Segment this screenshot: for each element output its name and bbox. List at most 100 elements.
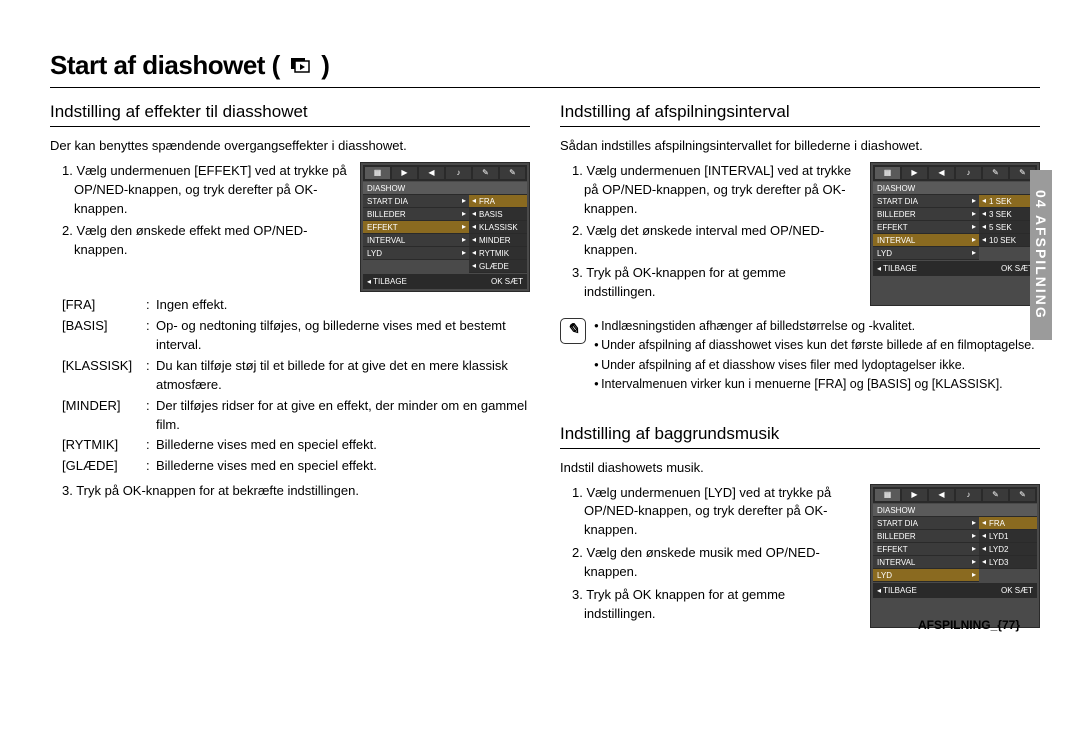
menu-subitem: LYD1 — [979, 530, 1037, 543]
menu-item: EFFEKT — [873, 543, 979, 556]
menu-subitem: GLÆDE — [469, 260, 527, 273]
page-footer: AFSPILNING_{77} — [918, 618, 1020, 632]
colon: : — [146, 357, 156, 395]
definition-row: [FRA]:Ingen effekt. — [62, 296, 530, 315]
menu-foot-back: ◂ TILBAGE — [877, 585, 917, 597]
menu-subitem: FRA — [469, 195, 527, 208]
step: 2. Vælg den ønskede effekt med OP/NED-kn… — [62, 222, 350, 260]
menu-item: EFFEKT — [873, 221, 979, 234]
menu-item: BILLEDER — [873, 208, 979, 221]
menu-tab-icon: ▶ — [902, 167, 927, 179]
menu-item: LYD — [363, 247, 469, 260]
menu-tab-icon: ▶ — [902, 489, 927, 501]
section-heading-music: Indstilling af baggrundsmusik — [560, 424, 1040, 449]
menu-subitem: LYD2 — [979, 543, 1037, 556]
menu-item: INTERVAL — [873, 234, 979, 247]
step: 3. Tryk på OK-knappen for at bekræfte in… — [62, 482, 530, 501]
menu-subitem: 1 SEK — [979, 195, 1037, 208]
menu-tab-icon: ✎ — [983, 167, 1008, 179]
definition-row: [KLASSISK]:Du kan tilføje støj til et bi… — [62, 357, 530, 395]
definition-value: Der tilføjes ridser for at give en effek… — [156, 397, 530, 435]
definition-row: [BASIS]:Op- og nedtoning tilføjes, og bi… — [62, 317, 530, 355]
menu-foot-ok: OK SÆT — [491, 276, 523, 288]
definition-row: [GLÆDE]:Billederne vises med en speciel … — [62, 457, 530, 476]
menu-tab-icon: ✎ — [983, 489, 1008, 501]
menu-tab-icon: ◀ — [929, 167, 954, 179]
menu-subitem: BASIS — [469, 208, 527, 221]
menu-tab-icon: ▶ — [392, 167, 417, 179]
intro-music: Indstil diashowets musik. — [560, 459, 1040, 478]
menu-subitem: MINDER — [469, 234, 527, 247]
definition-value: Op- og nedtoning tilføjes, og billederne… — [156, 317, 530, 355]
menu-item: LYD — [873, 569, 979, 582]
definition-key: [MINDER] — [62, 397, 146, 435]
colon: : — [146, 296, 156, 315]
step: 3. Tryk på OK-knappen for at gemme indst… — [572, 264, 860, 302]
camera-menu-screenshot: ▦▶◀♪✎✎DIASHOWSTART DIABILLEDEREFFEKTINTE… — [870, 162, 1040, 306]
note-item: Indlæsningstiden afhænger af billedstørr… — [594, 318, 1040, 336]
menu-subitem: 10 SEK — [979, 234, 1037, 247]
menu-tab-icon: ◀ — [929, 489, 954, 501]
step: 3. Tryk på OK knappen for at gemme indst… — [572, 586, 860, 624]
note-item: Under afspilning af et diasshow vises fi… — [594, 357, 1040, 375]
menu-subitem: RYTMIK — [469, 247, 527, 260]
menu-item: EFFEKT — [363, 221, 469, 234]
right-column: Indstilling af afspilningsinterval Sådan… — [560, 102, 1040, 632]
menu-item: BILLEDER — [873, 530, 979, 543]
menu-tab-icon: ✎ — [473, 167, 498, 179]
definition-key: [RYTMIK] — [62, 436, 146, 455]
camera-menu-screenshot: ▦▶◀♪✎✎DIASHOWSTART DIABILLEDEREFFEKTINTE… — [360, 162, 530, 293]
menu-tab-icon: ♪ — [956, 489, 981, 501]
menu-foot-ok: OK SÆT — [1001, 263, 1033, 275]
menu-tab-icon: ▦ — [365, 167, 390, 179]
definition-key: [FRA] — [62, 296, 146, 315]
definition-value: Billederne vises med en speciel effekt. — [156, 436, 530, 455]
step: 2. Vælg den ønskede musik med OP/NED-kna… — [572, 544, 860, 582]
note-icon: ✎ — [560, 318, 586, 344]
definition-row: [RYTMIK]:Billederne vises med en speciel… — [62, 436, 530, 455]
menu-item: LYD — [873, 247, 979, 260]
menu-foot-back: ◂ TILBAGE — [877, 263, 917, 275]
colon: : — [146, 317, 156, 355]
menu-tab-icon: ♪ — [956, 167, 981, 179]
menu-tab-icon: ◀ — [419, 167, 444, 179]
menu-tab-icon: ✎ — [500, 167, 525, 179]
menu-subitem: FRA — [979, 517, 1037, 530]
colon: : — [146, 436, 156, 455]
menu-subitem: KLASSISK — [469, 221, 527, 234]
menu-header: DIASHOW — [873, 504, 1037, 517]
colon: : — [146, 457, 156, 476]
menu-item: START DIA — [873, 195, 979, 208]
definition-key: [GLÆDE] — [62, 457, 146, 476]
menu-item: INTERVAL — [363, 234, 469, 247]
chapter-side-tab: 04 AFSPILNING — [1030, 170, 1052, 340]
note-list: Indlæsningstiden afhænger af billedstørr… — [594, 318, 1040, 396]
menu-item: BILLEDER — [363, 208, 469, 221]
colon: : — [146, 397, 156, 435]
menu-header: DIASHOW — [363, 182, 527, 195]
camera-menu-screenshot: ▦▶◀♪✎✎DIASHOWSTART DIABILLEDEREFFEKTINTE… — [870, 484, 1040, 628]
page-title: Start af diashowet ( ) — [50, 50, 329, 81]
menu-tab-icon: ♪ — [446, 167, 471, 179]
title-part1: Start af diashowet ( — [50, 50, 280, 80]
left-column: Indstilling af effekter til diasshowet D… — [50, 102, 530, 632]
menu-subitem: 5 SEK — [979, 221, 1037, 234]
definition-row: [MINDER]:Der tilføjes ridser for at give… — [62, 397, 530, 435]
menu-tab-icon: ✎ — [1010, 489, 1035, 501]
menu-header: DIASHOW — [873, 182, 1037, 195]
title-part2: ) — [321, 50, 329, 80]
note-box: ✎ Indlæsningstiden afhænger af billedstø… — [560, 318, 1040, 396]
slideshow-icon — [289, 58, 311, 74]
menu-item: START DIA — [873, 517, 979, 530]
menu-item: START DIA — [363, 195, 469, 208]
effect-definitions: [FRA]:Ingen effekt.[BASIS]:Op- og nedton… — [50, 296, 530, 476]
step: 1. Vælg undermenuen [INTERVAL] ved at tr… — [572, 162, 860, 219]
menu-foot-ok: OK SÆT — [1001, 585, 1033, 597]
section-heading-effects: Indstilling af effekter til diasshowet — [50, 102, 530, 127]
page-title-row: Start af diashowet ( ) — [50, 50, 1040, 88]
step: 1. Vælg undermenuen [EFFEKT] ved at tryk… — [62, 162, 350, 219]
menu-subitem: 3 SEK — [979, 208, 1037, 221]
note-item: Under afspilning af diasshowet vises kun… — [594, 337, 1040, 355]
definition-key: [BASIS] — [62, 317, 146, 355]
step: 1. Vælg undermenuen [LYD] ved at trykke … — [572, 484, 860, 541]
